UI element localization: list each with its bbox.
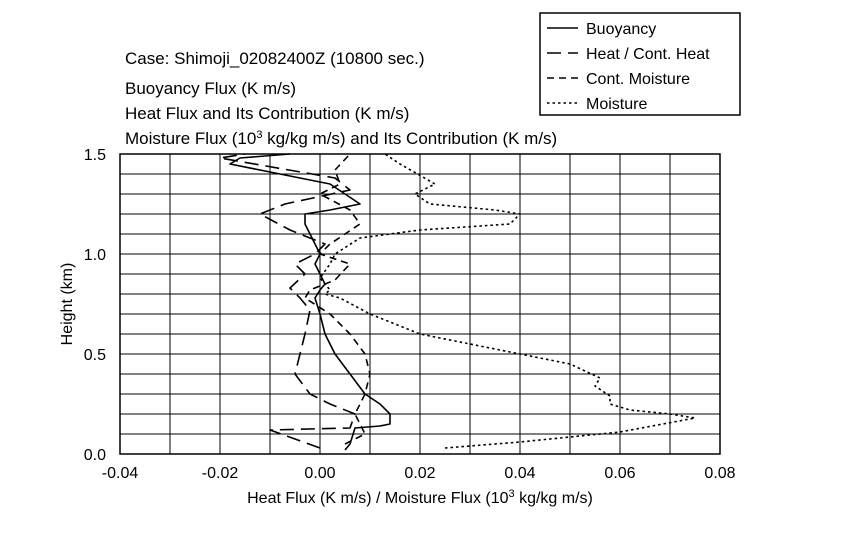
y-tick-label: 1.5 [84, 147, 106, 164]
series-line-cont-moisture [304, 153, 371, 445]
title-line-4-post: kg/kg m/s) and Its Contribution (K m/s) [262, 129, 557, 148]
y-tick-labels: 0.0 0.5 1.0 1.5 [84, 147, 106, 464]
legend-entry: Heat / Cont. Heat [586, 46, 710, 63]
x-tick-labels: -0.04 -0.02 0.00 0.02 0.04 0.06 0.08 [102, 465, 736, 482]
chart-legend: Buoyancy Heat / Cont. Heat Cont. Moisture M… [539, 12, 741, 116]
chart-title: Case: Shimoji_02082400Z (10800 sec.) Buo… [125, 49, 557, 148]
title-line-1: Case: Shimoji_02082400Z (10800 sec.) [125, 49, 425, 68]
plot-grid [120, 154, 720, 454]
x-axis-label: Heat Flux (K m/s) / Moisture Flux (103 k… [247, 488, 593, 507]
x-tick-label: 0.00 [304, 465, 335, 482]
legend-entry: Moisture [586, 96, 647, 113]
plot-frame [119, 153, 721, 455]
plot-series [219, 153, 696, 451]
legend-box [539, 12, 741, 116]
y-axis-label: Height (km) [59, 263, 76, 346]
series-line-heat-cont-heat [219, 153, 356, 449]
y-tick-label: 1.0 [84, 247, 106, 264]
legend-entry: Cont. Moisture [586, 71, 690, 88]
x-tick-label: 0.06 [604, 465, 635, 482]
title-line-3: Heat Flux and Its Contribution (K m/s) [125, 104, 409, 123]
y-tick-label: 0.5 [84, 347, 106, 364]
x-axis-label-pre: Heat Flux (K m/s) / Moisture Flux (10 [247, 490, 508, 507]
legend-entry: Buoyancy [586, 21, 656, 38]
x-axis-label-sup: 3 [509, 488, 515, 500]
x-axis-label-post: kg/kg m/s) [515, 490, 593, 507]
title-line-2: Buoyancy Flux (K m/s) [125, 79, 296, 98]
x-tick-label: 0.02 [404, 465, 435, 482]
title-line-4-sup: 3 [256, 129, 262, 141]
x-tick-label: -0.04 [102, 465, 139, 482]
y-tick-label: 0.0 [84, 447, 106, 464]
x-tick-label: 0.08 [704, 465, 735, 482]
x-tick-label: 0.04 [504, 465, 535, 482]
title-line-4-pre: Moisture Flux (10 [125, 129, 256, 148]
title-line-4: Moisture Flux (103 kg/kg m/s) and Its Co… [125, 129, 557, 148]
x-tick-label: -0.02 [202, 465, 239, 482]
